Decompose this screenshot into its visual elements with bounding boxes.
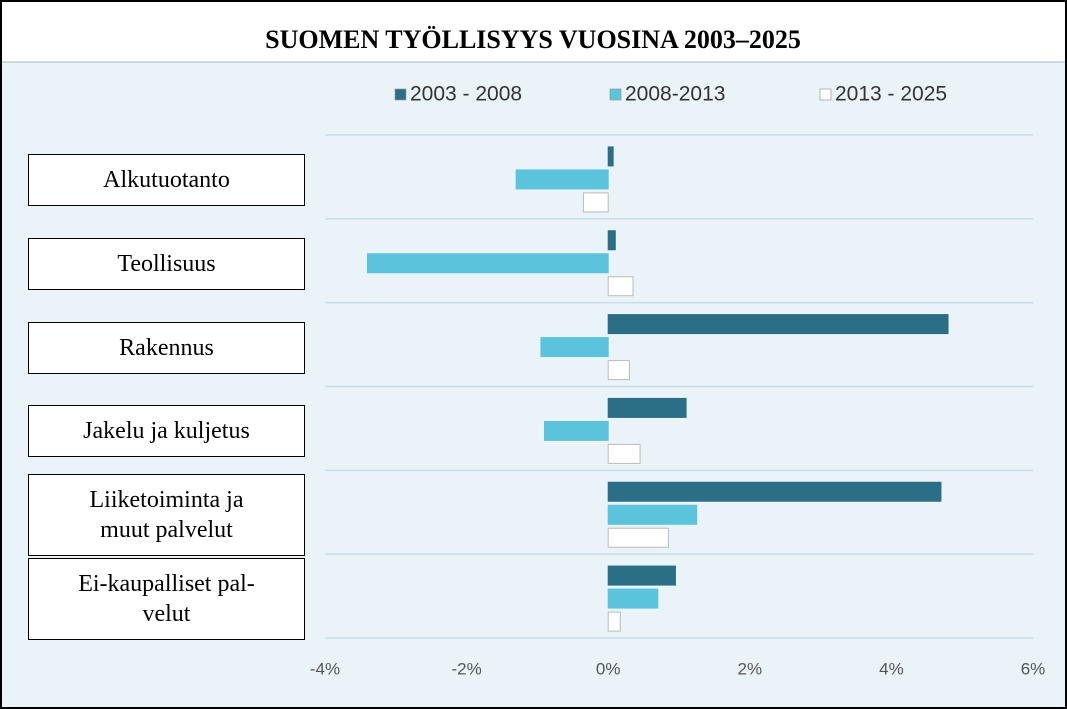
category-label: Teollisuus xyxy=(28,237,305,290)
bar xyxy=(607,397,687,418)
category-label: Alkutuotanto xyxy=(28,153,305,206)
bar xyxy=(607,230,616,251)
bar xyxy=(607,276,634,297)
category-label: Jakelu ja kuljetus xyxy=(28,405,305,458)
bar xyxy=(607,565,676,586)
bar xyxy=(607,588,659,609)
bar xyxy=(582,192,609,213)
x-tick-label: -4% xyxy=(310,659,340,678)
bar xyxy=(607,443,641,464)
bar xyxy=(607,146,614,167)
bar xyxy=(607,360,630,381)
bar xyxy=(366,253,609,274)
bar xyxy=(540,337,609,358)
x-tick-label: -2% xyxy=(451,659,481,678)
x-tick-label: 0% xyxy=(596,659,621,678)
bar xyxy=(607,481,942,502)
x-tick-label: 2% xyxy=(738,659,763,678)
category-label: Ei-kaupalliset pal- velut xyxy=(28,558,305,641)
bar xyxy=(543,420,609,441)
x-tick-label: 6% xyxy=(1021,659,1046,678)
x-tick-label: 4% xyxy=(879,659,904,678)
category-label: Rakennus xyxy=(28,321,305,374)
legend-label: 2013 - 2025 xyxy=(835,83,947,106)
bar xyxy=(515,169,609,190)
legend-label: 2008-2013 xyxy=(625,83,725,106)
bar xyxy=(607,611,621,632)
legend-swatch xyxy=(819,88,832,101)
legend-label: 2003 - 2008 xyxy=(410,83,522,106)
bar xyxy=(607,504,698,525)
bar xyxy=(607,527,669,548)
bar xyxy=(607,314,949,335)
legend-swatch xyxy=(394,88,407,101)
legend-swatch xyxy=(609,88,622,101)
title-band xyxy=(2,2,1065,62)
category-label: Liiketoiminta ja muut palvelut xyxy=(28,474,305,557)
chart-title: SUOMEN TYÖLLISYYS VUOSINA 2003–2025 xyxy=(265,25,801,54)
